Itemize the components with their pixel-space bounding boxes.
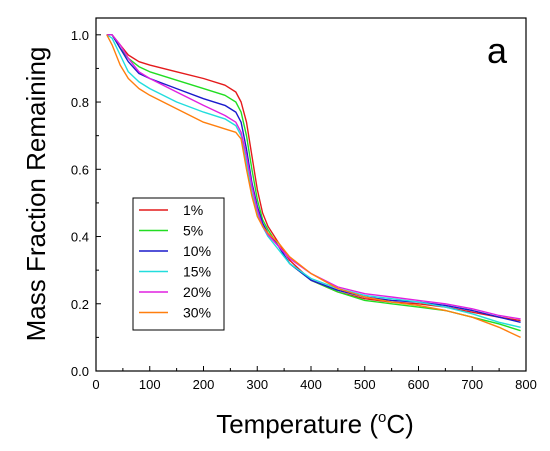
x-tick-label: 100 [139,377,161,392]
x-tick-label: 400 [300,377,322,392]
panel-label: a [487,30,508,71]
legend-box [132,197,225,331]
legend-label: 20% [183,284,211,300]
legend-label: 1% [183,202,203,218]
x-tick-label: 200 [193,377,215,392]
x-tick-label: 700 [461,377,483,392]
legend: 1% 5% 10% 15% 20% 30% [132,197,225,331]
y-tick-label: 0.2 [71,297,89,312]
x-tick-label: 500 [354,377,376,392]
y-axis-title: Mass Fraction Remaining [21,47,51,342]
x-axis-title: Temperature (oC) [216,409,414,439]
y-tick-label: 0.4 [71,230,89,245]
x-tick-label: 0 [92,377,99,392]
series-line-2 [106,34,521,332]
x-tick-label: 800 [515,377,537,392]
legend-label: 5% [183,223,203,239]
y-tick-label: 1.0 [71,28,89,43]
x-axis: 0 100 200 300 400 500 600 700 800 [92,366,537,392]
legend-label: 30% [183,305,211,321]
x-axis-title-main: Temperature ( [216,409,378,439]
x-tick-label: 300 [246,377,268,392]
legend-label: 10% [183,243,211,259]
y-tick-label: 0.6 [71,162,89,177]
series-line-1 [106,34,521,322]
x-axis-title-sup: o [378,409,386,426]
x-tick-label: 600 [408,377,430,392]
series-layer [106,34,521,339]
series-line-4 [106,34,521,328]
series-line-6 [106,34,521,339]
series-line-5 [106,34,521,320]
y-tick-label: 0.0 [71,364,89,379]
legend-label: 15% [183,264,211,280]
x-axis-title-unit: C) [386,409,413,439]
y-axis: 0.0 0.2 0.4 0.6 0.8 1.0 [71,28,101,379]
y-tick-label: 0.8 [71,95,89,110]
